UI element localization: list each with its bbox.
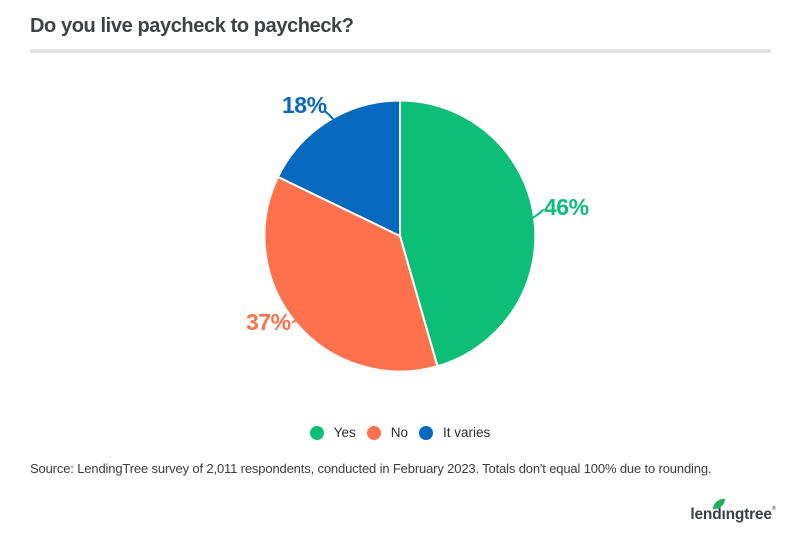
pie bbox=[263, 99, 537, 373]
slice-label-yes: 46% bbox=[544, 194, 589, 220]
leaf-icon bbox=[713, 498, 726, 510]
logo-letter-i: ı bbox=[713, 498, 726, 523]
pie-chart bbox=[263, 99, 537, 373]
slice-label-it-varies: 18% bbox=[282, 92, 327, 118]
legend-item-it-varies: It varies bbox=[419, 426, 490, 440]
legend-label-it-varies: It varies bbox=[443, 425, 491, 441]
title-divider bbox=[30, 49, 771, 53]
legend-dot-yes bbox=[309, 426, 324, 440]
chart-title: Do you live paycheck to paycheck? bbox=[30, 15, 354, 37]
source-note: Source: LendingTree survey of 2,011 resp… bbox=[30, 461, 712, 476]
lendingtree-logo: lend ıngtree® bbox=[690, 498, 776, 523]
registered-mark: ® bbox=[771, 506, 776, 512]
legend-label-yes: Yes bbox=[333, 425, 356, 441]
legend: Yes No It varies bbox=[0, 426, 800, 440]
slice-label-no: 37% bbox=[246, 309, 291, 335]
logo-text-left: lend bbox=[690, 506, 722, 523]
legend-dot-no bbox=[366, 426, 381, 440]
legend-item-yes: Yes bbox=[309, 425, 356, 441]
legend-dot-it-varies bbox=[419, 426, 434, 440]
logo-text-right: ngtree bbox=[725, 506, 772, 523]
legend-item-no: No bbox=[366, 425, 409, 441]
legend-label-no: No bbox=[390, 425, 409, 441]
